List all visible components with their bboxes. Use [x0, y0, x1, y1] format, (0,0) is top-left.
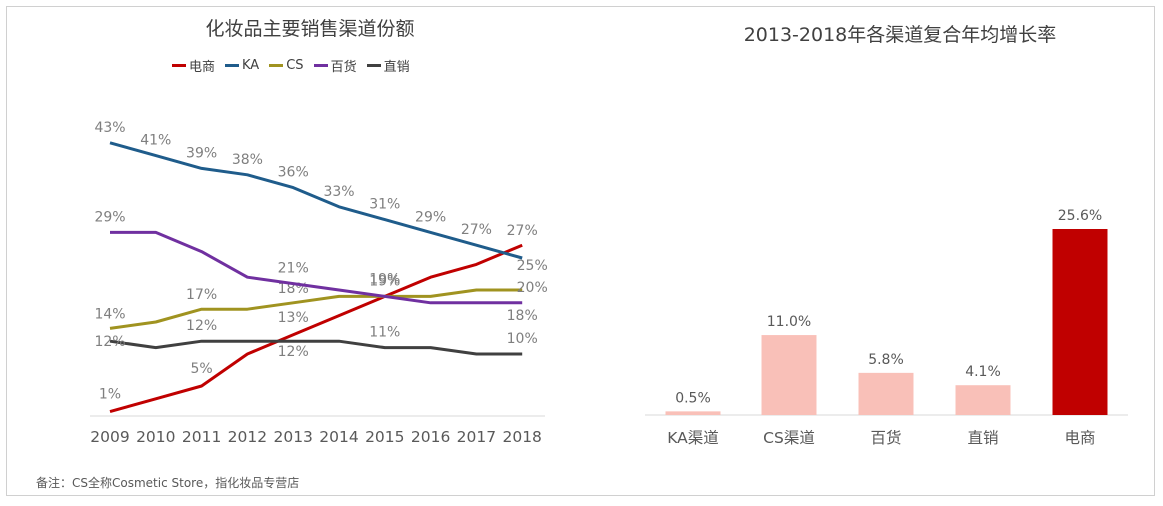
bar-value-label: 4.1%: [965, 364, 1001, 380]
data-label: 41%: [140, 133, 171, 149]
data-label: 18%: [507, 308, 538, 324]
bar: [1052, 229, 1108, 415]
footnote: 备注：CS全称Cosmetic Store，指化妆品专营店: [36, 476, 300, 490]
legend-swatch: [172, 64, 186, 67]
category-label: 直销: [967, 429, 998, 447]
data-label: 20%: [517, 280, 548, 296]
category-label: KA渠道: [667, 429, 719, 447]
data-label: 31%: [369, 197, 400, 213]
legend-swatch: [225, 64, 240, 67]
legend-item: 电商: [172, 56, 215, 75]
x-tick-label: 2013: [273, 428, 312, 446]
data-label: 17%: [186, 287, 217, 303]
data-label: 14%: [94, 306, 125, 322]
bar: [665, 411, 721, 415]
category-label: 电商: [1064, 429, 1095, 447]
bar: [858, 372, 914, 415]
series-line-CS: [109, 288, 523, 330]
series-line-直销: [109, 339, 523, 356]
category-label: CS渠道: [763, 429, 815, 447]
legend-item: 百货: [313, 56, 357, 75]
data-label: 21%: [278, 261, 309, 277]
data-label: 11%: [369, 325, 400, 341]
legend-swatch: [313, 64, 328, 67]
data-label: 43%: [94, 120, 125, 136]
data-label: 12%: [278, 344, 309, 360]
legend-swatch: [366, 64, 381, 67]
data-label: 33%: [323, 184, 354, 200]
x-tick-label: 2015: [365, 428, 404, 446]
data-label: 1%: [99, 387, 121, 403]
x-tick-label: 2012: [228, 428, 267, 446]
x-tick-label: 2009: [90, 428, 129, 446]
data-label: 19%: [369, 273, 400, 289]
bar: [955, 385, 1011, 415]
series-line-百货: [110, 230, 523, 305]
data-label: 36%: [278, 165, 309, 181]
data-label: 25%: [517, 258, 548, 274]
bar-value-label: 25.6%: [1058, 208, 1102, 224]
bar-value-label: 0.5%: [675, 390, 711, 406]
x-tick-label: 2011: [182, 428, 221, 446]
data-label: 27%: [507, 223, 538, 239]
bar-chart-title: 2013-2018年各渠道复合年均增长率: [743, 24, 1057, 46]
data-label: 19%: [369, 271, 400, 287]
x-tick-label: 2017: [457, 428, 496, 446]
legend-item: 直销: [366, 56, 410, 75]
data-label: 13%: [278, 310, 309, 326]
figure-frame: [6, 6, 1155, 496]
legend-label: 直销: [383, 60, 410, 75]
data-label: 29%: [415, 209, 446, 225]
series-line-KA: [109, 141, 523, 260]
data-label: 5%: [190, 361, 212, 377]
legend-label: 百货: [330, 60, 357, 75]
line-chart-legend: 电商 KA CS 百货 直销: [172, 56, 410, 75]
bar: [761, 335, 817, 415]
legend-label: KA: [242, 58, 260, 73]
data-label: 10%: [507, 331, 538, 347]
x-tick-label: 2010: [136, 428, 175, 446]
legend-label: CS: [286, 58, 304, 73]
line-chart-title: 化妆品主要销售渠道份额: [205, 18, 415, 40]
category-label: 百货: [870, 429, 901, 447]
data-label: 27%: [461, 222, 492, 238]
series-line-电商: [109, 243, 523, 414]
legend-label: 电商: [189, 60, 216, 75]
legend-swatch: [269, 64, 284, 67]
x-tick-label: 2014: [319, 428, 358, 446]
legend-item: KA: [225, 56, 259, 75]
data-label: 29%: [94, 209, 125, 225]
bar-value-label: 11.0%: [767, 314, 811, 330]
bar-value-label: 5.8%: [868, 352, 904, 368]
x-tick-label: 2018: [502, 428, 541, 446]
data-label: 12%: [186, 318, 217, 334]
data-label: 12%: [94, 334, 125, 350]
legend-item: CS: [269, 56, 304, 75]
data-label: 38%: [232, 152, 263, 168]
x-tick-label: 2016: [411, 428, 450, 446]
data-label: 39%: [186, 145, 217, 161]
